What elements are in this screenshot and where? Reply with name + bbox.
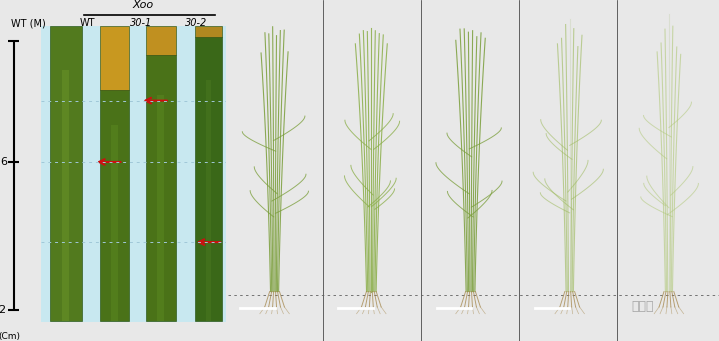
Bar: [206, 80, 211, 321]
Text: osnac101-2: osnac101-2: [638, 6, 700, 16]
Bar: [100, 26, 129, 90]
Text: (Cm): (Cm): [0, 332, 20, 341]
Bar: [195, 38, 222, 321]
Text: WT: WT: [266, 6, 283, 16]
Bar: [146, 26, 175, 55]
Text: osnac101-1: osnac101-1: [539, 6, 600, 16]
Bar: [146, 55, 175, 321]
Text: osnac59-2: osnac59-2: [444, 6, 498, 16]
Text: 30-2: 30-2: [185, 18, 207, 28]
Bar: [195, 26, 222, 38]
Bar: [100, 90, 129, 321]
Bar: [157, 95, 164, 321]
Bar: [50, 26, 81, 321]
Text: WT: WT: [79, 18, 95, 28]
Bar: [111, 125, 118, 321]
Text: 6: 6: [0, 157, 6, 167]
Text: 30-1: 30-1: [130, 18, 152, 28]
Bar: [63, 70, 69, 321]
Text: 12: 12: [0, 305, 6, 315]
Text: osnac59-1: osnac59-1: [344, 6, 398, 16]
Text: Xoo: Xoo: [132, 0, 153, 10]
Text: WT (M): WT (M): [11, 18, 46, 28]
Text: 뉴시스: 뉴시스: [631, 300, 654, 313]
Bar: [41, 26, 226, 322]
